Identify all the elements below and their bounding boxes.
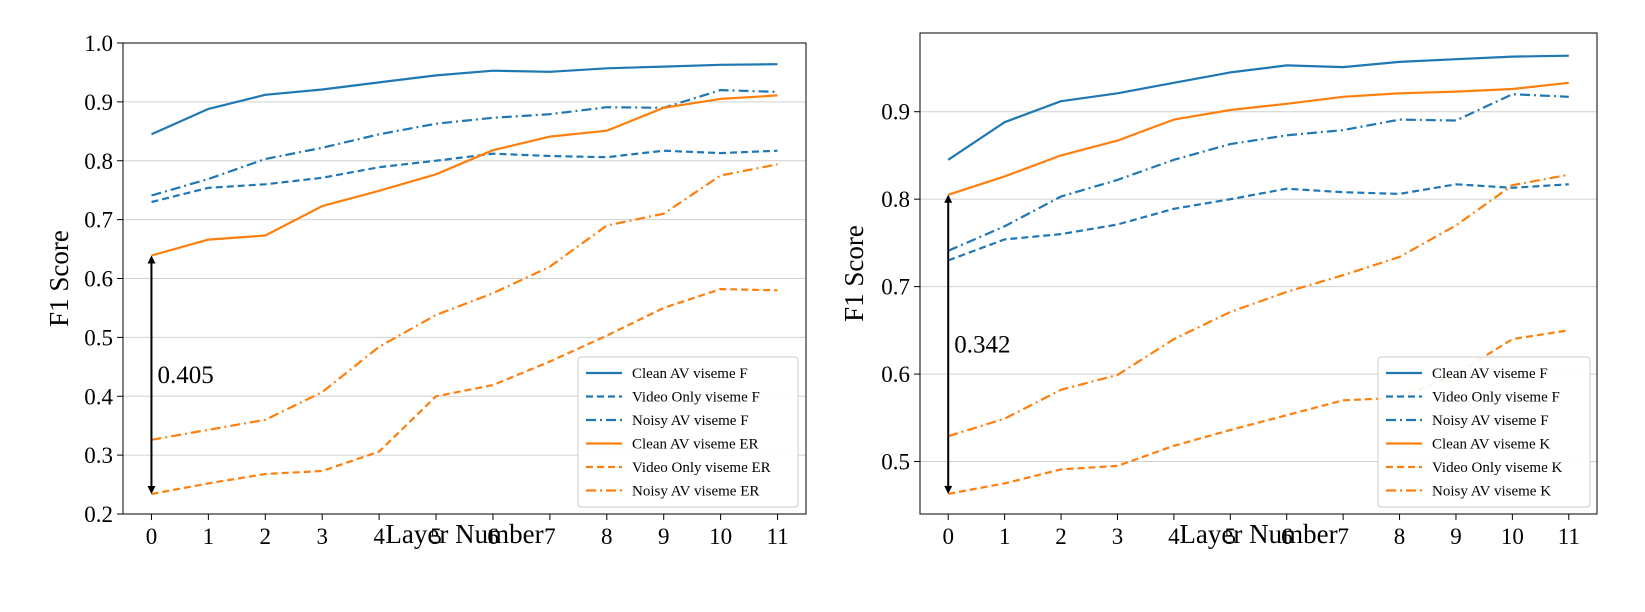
series-line-2 [947, 183, 1569, 262]
legend-entry: Clean AV viseme ER [632, 437, 759, 453]
legend-entry: Video Only viseme ER [632, 460, 771, 476]
x-tick-label: 0 [146, 524, 158, 549]
legend-entry: Noisy AV viseme F [1432, 413, 1549, 429]
chart-1: 0.2 0.3 0.4 0.5 0.6 0.7 0.8 0.9 1.0 0 1 2 3 4 5 6 7 8 9 10 1… [44, 31, 807, 549]
x-tick-label: 11 [766, 524, 788, 549]
legend-entry: Video Only viseme F [632, 390, 760, 406]
annotation-label: 0.405 [157, 362, 213, 389]
y-axis-label: F1 Score [839, 225, 869, 322]
y-tick-label: 0.8 [881, 187, 910, 212]
x-tick-label: 7 [1337, 524, 1349, 549]
legend-box [1377, 356, 1591, 508]
plot-frame [122, 42, 807, 515]
annotation-label: 0.342 [954, 331, 1010, 358]
legend-entry: Video Only viseme F [1432, 390, 1560, 406]
series-line-6 [947, 173, 1570, 438]
series-line-3 [947, 93, 1569, 252]
y-tick-label: 0.6 [84, 267, 113, 292]
series-line-3 [151, 88, 778, 197]
arrow-head-top [944, 194, 953, 203]
x-tick-label: 7 [544, 524, 556, 549]
x-tick-label: 6 [487, 524, 499, 549]
y-tick-label: 0.5 [84, 325, 113, 350]
arrow-head-bottom [147, 485, 156, 494]
y-tick-label: 0.2 [84, 502, 113, 527]
series-line-1 [151, 63, 778, 136]
x-tick-label: 1 [203, 524, 215, 549]
y-tick-label: 0.9 [881, 100, 910, 125]
y-tick-label: 1.0 [84, 31, 113, 56]
y-tick-label: 0.4 [84, 384, 113, 409]
x-tick-label: 8 [1394, 524, 1406, 549]
y-tick-label: 0.5 [881, 450, 910, 475]
legend-entry: Noisy AV viseme K [1432, 484, 1551, 500]
x-tick-label: 6 [1281, 524, 1293, 549]
x-tick-label: 9 [1450, 524, 1462, 549]
series-line-4 [151, 94, 778, 257]
x-tick-label: 2 [260, 524, 272, 549]
legend-entry: Video Only viseme K [1432, 460, 1562, 476]
x-tick-label: 3 [1112, 524, 1124, 549]
y-tick-label: 0.3 [84, 443, 113, 468]
y-tick-label: 0.9 [84, 90, 113, 115]
legend: Clean AV viseme F Video Only viseme F Nois… [1377, 356, 1591, 508]
y-tick-label: 0.8 [84, 149, 113, 174]
y-tick-label: 0.7 [84, 208, 113, 233]
x-tick-label: 10 [1501, 524, 1524, 549]
arrow-head-top [147, 255, 156, 264]
legend-entry: Noisy AV viseme F [632, 413, 749, 429]
x-tick-label: 8 [601, 524, 613, 549]
arrow-head-bottom [944, 485, 953, 494]
y-tick-label: 0.6 [881, 362, 910, 387]
legend: Clean AV viseme F Video Only viseme F Nois… [577, 356, 799, 508]
y-axis-label: F1 Score [44, 230, 74, 327]
x-tick-label: 5 [1225, 524, 1237, 549]
x-axis-label: Layer Number [1179, 519, 1337, 549]
legend-entry: Clean AV viseme K [1432, 437, 1550, 453]
chart-2: 0.5 0.6 0.7 0.8 0.9 0 1 2 3 4 5 6 7 8 9 10 11 0.342 Layer … [839, 32, 1598, 549]
x-tick-label: 11 [1558, 524, 1580, 549]
x-tick-label: 1 [999, 524, 1011, 549]
x-tick-label: 0 [942, 524, 954, 549]
series-line-2 [151, 149, 778, 204]
x-tick-label: 2 [1055, 524, 1067, 549]
x-tick-label: 5 [430, 524, 442, 549]
plot-frame [919, 32, 1598, 515]
x-tick-label: 4 [373, 524, 385, 549]
x-axis-label: Layer Number [385, 519, 543, 549]
x-tick-label: 10 [709, 524, 732, 549]
series-line-5 [947, 329, 1569, 495]
series-line-1 [947, 54, 1569, 161]
x-tick-label: 9 [658, 524, 670, 549]
series-line-4 [947, 81, 1569, 196]
series-line-6 [151, 163, 778, 441]
legend-entry: Noisy AV viseme ER [632, 484, 759, 500]
x-tick-label: 4 [1168, 524, 1180, 549]
series-line-5 [151, 288, 778, 496]
legend-box [577, 356, 799, 508]
legend-entry: Clean AV viseme F [1432, 366, 1548, 382]
x-tick-label: 3 [316, 524, 328, 549]
legend-entry: Clean AV viseme F [632, 366, 748, 382]
y-tick-label: 0.7 [881, 275, 910, 300]
